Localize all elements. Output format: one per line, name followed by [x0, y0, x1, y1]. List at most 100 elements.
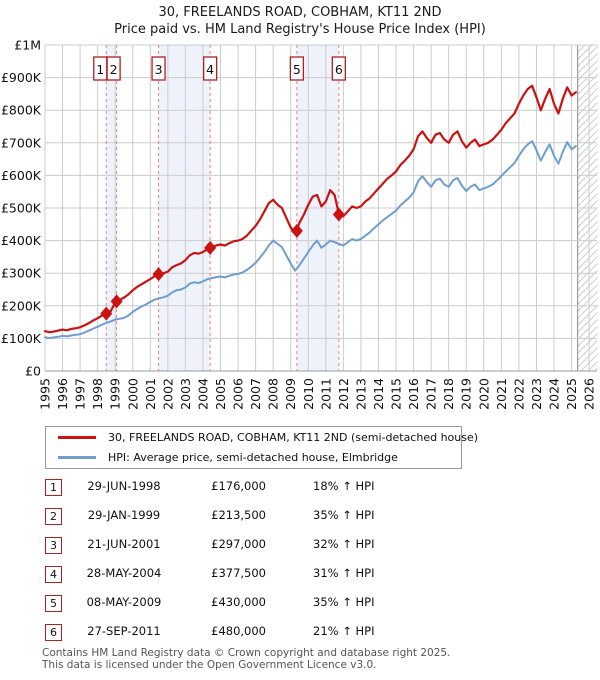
- x-tick-label: 2002: [160, 378, 175, 410]
- legend-row: 30, FREELANDS ROAD, COBHAM, KT11 2ND (se…: [46, 429, 478, 446]
- x-tick-label: 1998: [90, 378, 105, 410]
- x-tick-label: 1997: [73, 378, 88, 410]
- sale-number: 4: [206, 62, 214, 77]
- x-tick-label: 2000: [125, 378, 140, 410]
- x-tick-label: 2005: [213, 378, 228, 410]
- price-paid-line: [43, 84, 578, 334]
- y-tick-label: £900K: [1, 70, 42, 85]
- footer-line2: This data is licensed under the Open Gov…: [42, 658, 377, 671]
- transaction-row: 3 21-JUN-2001 £297,000 32% ↑ HPI: [0, 532, 600, 561]
- transaction-row: 4 28-MAY-2004 £377,500 31% ↑ HPI: [0, 561, 600, 590]
- transaction-number-badge: 3: [45, 537, 62, 554]
- x-tick-label: 2014: [371, 378, 386, 410]
- x-tick-label: 2010: [301, 378, 316, 410]
- sale-number-box: [289, 56, 305, 81]
- transaction-number-badge: 6: [45, 624, 62, 641]
- transaction-row: 1 29-JUN-1998 £176,000 18% ↑ HPI: [0, 474, 600, 503]
- transaction-date: 29-JAN-1999: [87, 508, 161, 522]
- y-tick-label: £0: [25, 364, 41, 379]
- legend-line-swatch: [58, 456, 96, 459]
- x-tick-label: 2020: [476, 378, 491, 410]
- sale-marker: [204, 240, 217, 255]
- transaction-price: £213,500: [211, 508, 266, 522]
- x-tick-label: 2023: [529, 378, 544, 410]
- sale-marker: [100, 306, 113, 321]
- x-tick-label: 2021: [494, 378, 509, 410]
- sale-number-box: [331, 56, 346, 81]
- transaction-number-badge: 4: [45, 566, 62, 583]
- transaction-hpi-change: 18% ↑ HPI: [313, 479, 375, 493]
- footer-line1: Contains HM Land Registry data © Crown c…: [42, 647, 451, 659]
- legend-line-swatch: [58, 436, 96, 439]
- sale-marker: [152, 267, 165, 282]
- x-tick-label: 2001: [143, 378, 158, 410]
- transaction-date: 08-MAY-2009: [86, 595, 162, 609]
- legend-row: HPI: Average price, semi-detached house,…: [46, 449, 461, 466]
- transaction-row: 2 29-JAN-1999 £213,500 35% ↑ HPI: [0, 503, 600, 532]
- sale-number-box: [106, 56, 121, 81]
- transaction-price: £480,000: [211, 624, 266, 638]
- x-tick-label: 2026: [582, 378, 597, 410]
- sale-number: 2: [110, 62, 118, 77]
- transaction-date: 28-MAY-2004: [86, 566, 162, 580]
- x-tick-label: 2025: [564, 378, 579, 410]
- x-tick-label: 2003: [178, 378, 193, 410]
- transaction-price: £176,000: [211, 479, 266, 493]
- transaction-price: £377,500: [211, 566, 266, 580]
- transaction-price: £430,000: [211, 595, 266, 609]
- transaction-row: 5 08-MAY-2009 £430,000 35% ↑ HPI: [0, 590, 600, 619]
- transaction-date: 21-JUN-2001: [87, 537, 161, 551]
- transaction-row: 6 27-SEP-2011 £480,000 21% ↑ HPI: [0, 619, 600, 648]
- transaction-hpi-change: 35% ↑ HPI: [313, 595, 375, 609]
- legend-label: HPI: Average price, semi-detached house,…: [108, 451, 398, 464]
- transactions-table: 1 29-JUN-1998 £176,000 18% ↑ HPI 2 29-JA…: [0, 474, 600, 648]
- legend: 30, FREELANDS ROAD, COBHAM, KT11 2ND (se…: [45, 426, 478, 469]
- x-tick-label: 2008: [266, 378, 281, 410]
- price-chart: 1 2 3 4 5 6 £0 £100K £200K £300K £400K £500K £600K £7…: [1, 38, 598, 410]
- hpi-line: [44, 140, 577, 340]
- transaction-hpi-change: 32% ↑ HPI: [313, 537, 375, 551]
- x-tick-label: 2017: [424, 378, 439, 410]
- x-tick-label: 2013: [353, 378, 368, 410]
- y-tick-label: £200K: [1, 298, 42, 313]
- y-tick-label: £400K: [1, 233, 42, 248]
- transaction-hpi-change: 31% ↑ HPI: [313, 566, 375, 580]
- y-tick-label: £800K: [1, 103, 42, 118]
- x-tick-label: 1996: [55, 378, 70, 410]
- x-tick-label: 2016: [406, 378, 421, 410]
- x-tick-label: 2004: [195, 378, 210, 410]
- transaction-hpi-change: 21% ↑ HPI: [313, 624, 375, 638]
- chart-title: 30, FREELANDS ROAD, COBHAM, KT11 2ND: [158, 5, 442, 20]
- transaction-number-badge: 1: [45, 479, 62, 496]
- transaction-hpi-change: 35% ↑ HPI: [313, 508, 375, 522]
- chart-subtitle: Price paid vs. HM Land Registry's House …: [114, 22, 486, 37]
- sale-number: 6: [335, 62, 343, 77]
- transaction-date: 27-SEP-2011: [87, 624, 161, 638]
- sale-marker: [110, 294, 123, 309]
- sale-number-box: [151, 56, 166, 81]
- y-tick-label: £300K: [1, 266, 42, 281]
- x-tick-label: 1995: [38, 378, 53, 410]
- transaction-date: 29-JUN-1998: [87, 479, 161, 493]
- x-tick-label: 2022: [511, 378, 526, 410]
- x-tick-label: 2018: [441, 378, 456, 410]
- transaction-number-badge: 5: [45, 595, 62, 612]
- x-tick-label: 2007: [248, 378, 263, 410]
- y-tick-label: £700K: [1, 135, 42, 150]
- y-tick-label: £100K: [1, 331, 42, 346]
- sale-marker: [332, 207, 345, 222]
- sale-number: 5: [293, 62, 301, 77]
- transaction-price: £297,000: [211, 537, 266, 551]
- sale-marker: [290, 223, 303, 238]
- chart-title-block: 30, FREELANDS ROAD, COBHAM, KT11 2ND Pri…: [0, 4, 600, 38]
- y-tick-label: £600K: [1, 168, 42, 183]
- x-tick-label: 2019: [459, 378, 474, 410]
- sale-number-box: [203, 56, 218, 81]
- x-tick-label: 1999: [108, 378, 123, 410]
- x-tick-label: 2015: [389, 378, 404, 410]
- x-tick-label: 2024: [546, 378, 561, 410]
- y-tick-label: £1M: [14, 38, 41, 53]
- x-tick-label: 2006: [231, 378, 246, 410]
- sale-number: 3: [155, 62, 163, 77]
